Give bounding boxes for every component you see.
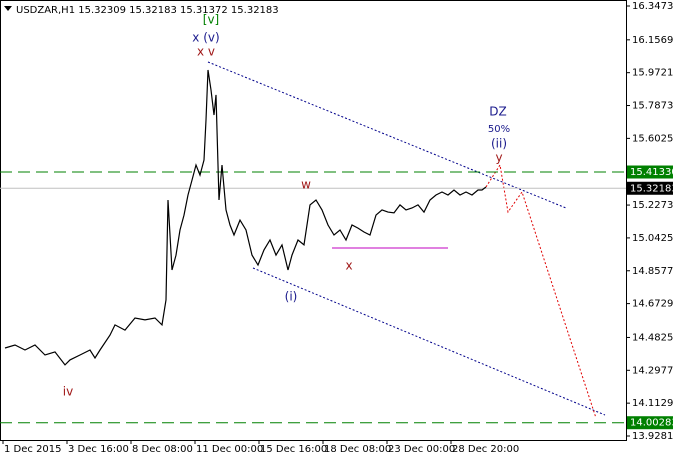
x-tick-label: 28 Dec 20:00 [452,444,519,455]
annotation: DZ [489,105,506,119]
price-label-box [627,181,673,195]
price-label-box [627,165,673,179]
price-label: 15.41330 [630,167,674,178]
x-tick-label: 18 Dec 08:00 [324,444,391,455]
x-tick-label: 11 Dec 00:00 [196,444,263,455]
y-tick-label: 15.60252 [632,133,674,144]
trend-line [252,267,606,416]
y-tick-label: 15.22732 [632,200,674,211]
y-tick-label: 16.34732 [632,1,674,12]
annotation: 50% [488,124,510,135]
x-tick-label: 15 Dec 16:00 [260,444,327,455]
annotation: (i) [285,290,298,304]
price-label-box [627,416,673,430]
annotation: w [301,178,311,192]
x-tick-label: 23 Dec 00:00 [388,444,455,455]
annotation: iv [63,385,73,399]
x-tick-label: 1 Dec 2015 [4,444,62,455]
price-label: 14.00283 [630,418,674,429]
y-tick-label: 14.85772 [632,266,674,277]
y-tick-label: 15.78732 [632,101,674,112]
y-tick-label: 15.97212 [632,68,674,79]
y-tick-label: 14.48252 [632,332,674,343]
chart-title: USDZAR,H1 15.32309 15.32183 15.31372 15.… [16,5,279,16]
annotation: x (v) [192,31,219,45]
annotation: (ii) [491,137,507,151]
plot-frame [0,0,627,441]
y-tick-label: 16.15692 [632,35,674,46]
symbol-icon [4,6,12,11]
y-tick-label: 14.67292 [632,299,674,310]
annotation: y [495,151,502,165]
y-tick-label: 14.29772 [632,365,674,376]
annotation: [v] [203,13,219,27]
annotation: x v [197,45,215,59]
y-tick-label: 14.11292 [632,398,674,409]
trend-line [207,61,567,209]
y-tick-label: 15.04252 [632,233,674,244]
x-tick-label: 8 Dec 08:00 [132,444,193,455]
annotation: x [345,259,352,273]
price-label: 15.32183 [630,183,674,194]
plot [0,69,626,424]
price-line [4,69,487,366]
x-tick-label: 3 Dec 16:00 [68,444,129,455]
